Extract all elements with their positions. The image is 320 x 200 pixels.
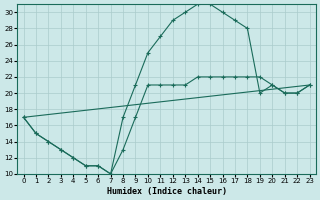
X-axis label: Humidex (Indice chaleur): Humidex (Indice chaleur) — [107, 187, 227, 196]
